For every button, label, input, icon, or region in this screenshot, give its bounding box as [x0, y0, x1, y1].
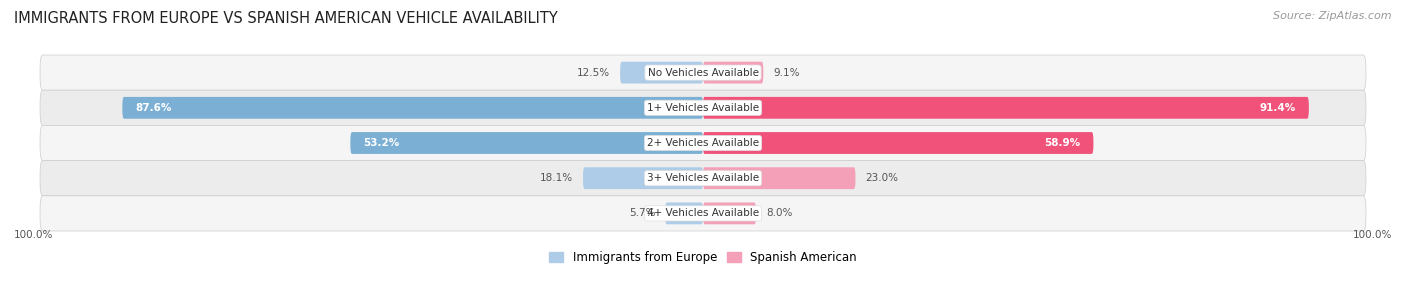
FancyBboxPatch shape — [620, 62, 703, 84]
FancyBboxPatch shape — [703, 132, 1094, 154]
Text: 8.0%: 8.0% — [766, 208, 793, 219]
FancyBboxPatch shape — [39, 125, 1367, 161]
Text: 18.1%: 18.1% — [540, 173, 574, 183]
Legend: Immigrants from Europe, Spanish American: Immigrants from Europe, Spanish American — [544, 247, 862, 269]
Text: 58.9%: 58.9% — [1045, 138, 1080, 148]
Text: IMMIGRANTS FROM EUROPE VS SPANISH AMERICAN VEHICLE AVAILABILITY: IMMIGRANTS FROM EUROPE VS SPANISH AMERIC… — [14, 11, 558, 26]
Text: 4+ Vehicles Available: 4+ Vehicles Available — [647, 208, 759, 219]
Text: No Vehicles Available: No Vehicles Available — [648, 67, 758, 78]
FancyBboxPatch shape — [703, 167, 855, 189]
Text: 91.4%: 91.4% — [1260, 103, 1295, 113]
Text: 100.0%: 100.0% — [14, 230, 53, 239]
Text: Source: ZipAtlas.com: Source: ZipAtlas.com — [1274, 11, 1392, 21]
Text: 1+ Vehicles Available: 1+ Vehicles Available — [647, 103, 759, 113]
FancyBboxPatch shape — [39, 55, 1367, 90]
FancyBboxPatch shape — [703, 202, 756, 224]
FancyBboxPatch shape — [703, 97, 1309, 119]
Text: 53.2%: 53.2% — [364, 138, 399, 148]
FancyBboxPatch shape — [39, 90, 1367, 125]
FancyBboxPatch shape — [583, 167, 703, 189]
FancyBboxPatch shape — [39, 161, 1367, 196]
FancyBboxPatch shape — [350, 132, 703, 154]
Text: 12.5%: 12.5% — [576, 67, 610, 78]
FancyBboxPatch shape — [122, 97, 703, 119]
Text: 100.0%: 100.0% — [1353, 230, 1392, 239]
Text: 23.0%: 23.0% — [866, 173, 898, 183]
Text: 9.1%: 9.1% — [773, 67, 800, 78]
FancyBboxPatch shape — [665, 202, 703, 224]
Text: 3+ Vehicles Available: 3+ Vehicles Available — [647, 173, 759, 183]
Text: 87.6%: 87.6% — [135, 103, 172, 113]
Text: 5.7%: 5.7% — [628, 208, 655, 219]
FancyBboxPatch shape — [703, 62, 763, 84]
FancyBboxPatch shape — [39, 196, 1367, 231]
Text: 2+ Vehicles Available: 2+ Vehicles Available — [647, 138, 759, 148]
